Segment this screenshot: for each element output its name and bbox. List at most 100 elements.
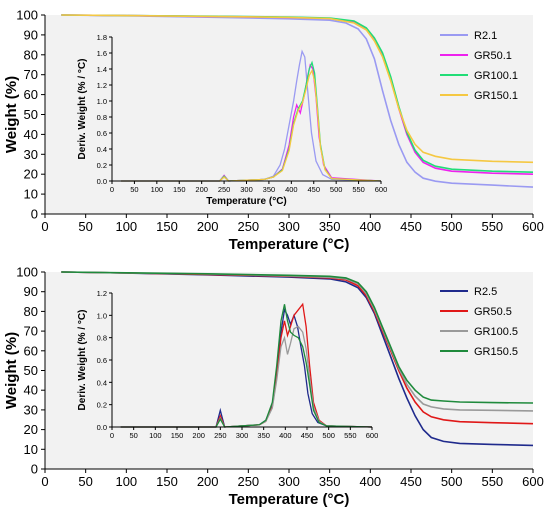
x-tick-label: 500 [441, 219, 463, 234]
inset-series-line-gr150-5 [120, 304, 373, 428]
inset-x-tick-label: 50 [130, 185, 138, 194]
x-tick-label: 300 [278, 474, 300, 489]
y-tick-label: 30 [24, 147, 38, 162]
inset-y-tick-label: 1.6 [97, 49, 107, 58]
inset-x-tick-label: 450 [307, 185, 320, 194]
y-tick-label: 20 [24, 167, 38, 182]
inset-y-tick-label: 0.0 [97, 423, 107, 432]
plot-area [45, 272, 533, 469]
inset-x-axis-title: Temperature (°C) [206, 196, 287, 207]
y-tick-label: 60 [24, 343, 38, 358]
inset-y-tick-label: 0.8 [97, 113, 107, 122]
inset-x-tick-label: 550 [344, 431, 357, 440]
legend-label: GR150.1 [474, 90, 518, 102]
y-tick-label: 60 [24, 87, 38, 102]
inset-y-tick-label: 1.4 [97, 65, 107, 74]
legend: R2.5 GR50.5 GR100.5 GR150.5 [440, 286, 518, 358]
inset-x-tick-label: 350 [257, 431, 270, 440]
inset-x-tick-label: 100 [149, 431, 162, 440]
inset-y-tick-label: 0.8 [97, 334, 107, 343]
y-tick-label: 40 [24, 383, 38, 398]
y-axis-title: Weight (%) [3, 332, 20, 409]
x-tick-label: 200 [197, 474, 219, 489]
inset-x-tick-label: 350 [263, 185, 276, 194]
y-tick-label: 80 [24, 47, 38, 62]
inset-y-tick-label: 0.4 [97, 378, 107, 387]
y-tick-label: 70 [24, 67, 38, 82]
inset-chart: 0 50 100 150 200 250 300 350 400 450 500 550 600 0.0 0… [77, 289, 378, 440]
inset-y-tick-label: 1.0 [97, 97, 107, 106]
inset-x-tick-label: 150 [173, 185, 186, 194]
x-tick-label: 50 [78, 219, 92, 234]
inset-x-tick-label: 500 [330, 185, 343, 194]
x-tick-label: 150 [156, 219, 178, 234]
x-tick-label: 350 [319, 474, 341, 489]
inset-y-tick-label: 0.0 [97, 177, 107, 186]
inset-x-tick-label: 500 [322, 431, 335, 440]
y-tick-label: 50 [24, 363, 38, 378]
x-tick-label: 400 [359, 474, 381, 489]
legend-label: GR100.1 [474, 70, 518, 82]
x-tick-label: 600 [522, 219, 544, 234]
chart-top: 0 50 100 150 200 250 300 350 400 450 500 550 6000102… [3, 8, 544, 254]
x-tick-label: 100 [115, 474, 137, 489]
inset-y-axis-title: Deriv. Weight (% / °C) [77, 59, 88, 160]
inset-y-tick-label: 1.0 [97, 311, 107, 320]
y-tick-label: 90 [24, 27, 38, 42]
x-axis-title: Temperature (°C) [229, 491, 350, 508]
series-line-r2-5 [61, 271, 534, 447]
x-tick-label: 550 [481, 219, 503, 234]
inset-x-tick-label: 600 [366, 431, 379, 440]
x-tick-label: 450 [400, 219, 422, 234]
legend-label: R2.5 [474, 286, 497, 298]
inset-y-tick-label: 1.2 [97, 289, 107, 298]
legend-label: GR150.5 [474, 346, 518, 358]
inset-x-tick-label: 550 [352, 185, 365, 194]
inset-x-tick-label: 250 [218, 185, 231, 194]
legend: R2.1 GR50.1 GR100.1 GR150.1 [440, 30, 518, 102]
x-tick-label: 0 [41, 474, 48, 489]
legend-label: R2.1 [474, 30, 497, 42]
x-tick-label: 300 [278, 219, 300, 234]
inset-x-tick-label: 400 [279, 431, 292, 440]
inset-chart: 0 50 100 150 200 250 300 350 400 450 500 550 600 0.0 0… [77, 33, 387, 207]
series-line-r2-1 [61, 14, 534, 188]
y-tick-label: 90 [24, 284, 38, 299]
inset-x-tick-label: 50 [129, 431, 137, 440]
inset-x-tick-label: 0 [110, 431, 114, 440]
y-tick-label: 20 [24, 422, 38, 437]
y-tick-label: 100 [16, 265, 38, 280]
x-tick-label: 150 [156, 474, 178, 489]
x-axis-title: Temperature (°C) [229, 236, 350, 253]
legend-label: GR50.5 [474, 306, 512, 318]
inset-y-tick-label: 0.2 [97, 161, 107, 170]
series-line-gr150-5 [61, 271, 534, 404]
x-tick-label: 350 [319, 219, 341, 234]
inset-x-tick-label: 300 [240, 185, 253, 194]
x-tick-label: 500 [441, 474, 463, 489]
inset-x-tick-label: 250 [214, 431, 227, 440]
y-tick-label: 50 [24, 107, 38, 122]
inset-x-tick-label: 600 [375, 185, 388, 194]
inset-y-tick-label: 1.8 [97, 33, 107, 42]
inset-x-tick-label: 0 [110, 185, 114, 194]
x-tick-label: 250 [237, 474, 259, 489]
x-tick-label: 450 [400, 474, 422, 489]
inset-y-tick-label: 1.2 [97, 81, 107, 90]
y-tick-label: 0 [31, 207, 38, 222]
series-line-gr150-1 [61, 14, 534, 164]
inset-x-tick-label: 200 [192, 431, 205, 440]
y-tick-label: 30 [24, 402, 38, 417]
y-axis-title: Weight (%) [3, 76, 20, 153]
y-tick-label: 0 [31, 462, 38, 477]
y-tick-label: 70 [24, 324, 38, 339]
inset-x-tick-label: 150 [171, 431, 184, 440]
inset-y-tick-label: 0.6 [97, 356, 107, 365]
chart-bottom: 0 50 100 150 200 250 300 350 400 450 500 550 6000102… [3, 265, 544, 509]
inset-y-axis-title: Deriv. Weight (% / °C) [77, 310, 88, 411]
x-tick-label: 100 [115, 219, 137, 234]
y-tick-label: 10 [24, 442, 38, 457]
y-tick-label: 40 [24, 127, 38, 142]
y-tick-label: 10 [24, 187, 38, 202]
